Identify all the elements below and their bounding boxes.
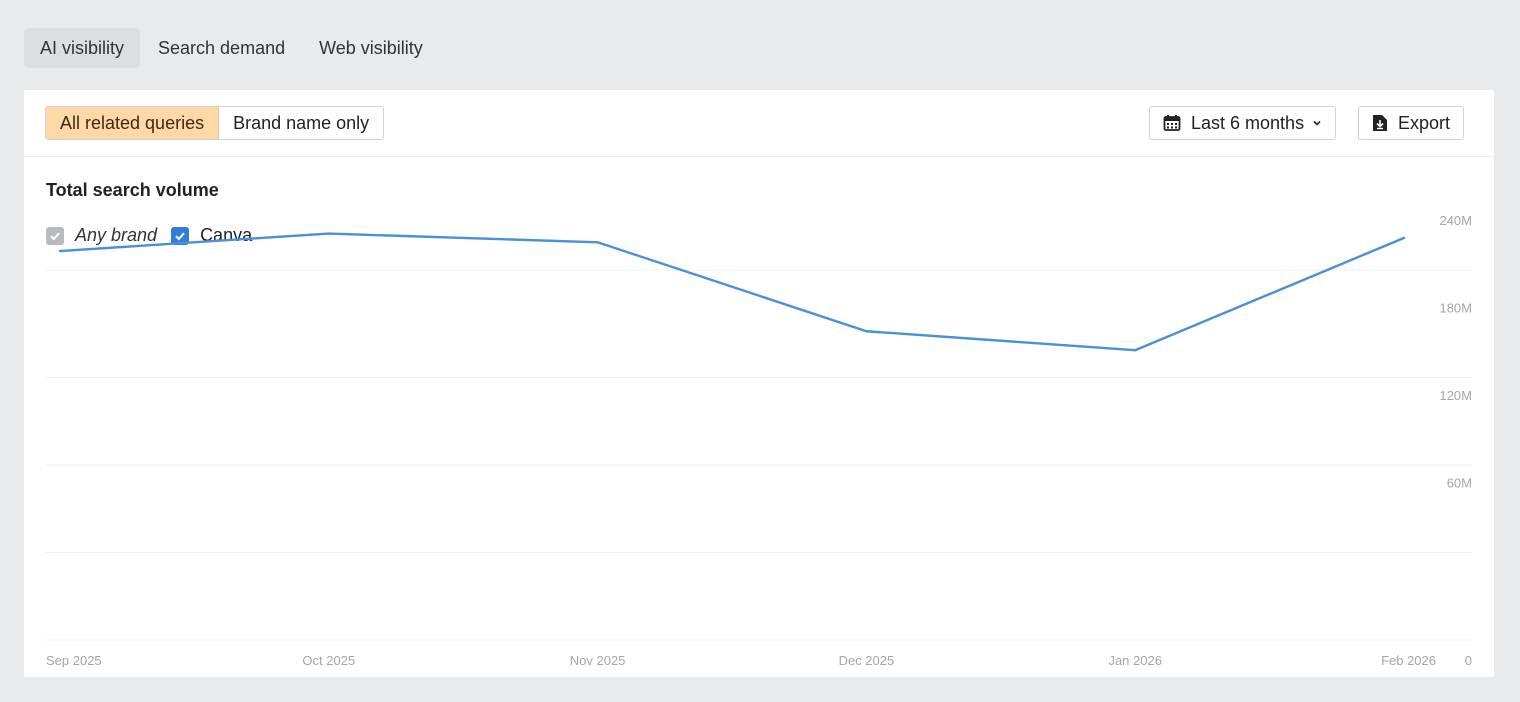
tab-search-demand[interactable]: Search demand [158,37,286,58]
tab-web-visibility[interactable]: Web visibility [319,37,423,58]
brand-name-only-button[interactable]: Brand name only [219,107,384,139]
legend-any-brand-label: Any brand [75,225,158,245]
data-point[interactable] [58,249,62,253]
tab-ai-visibility[interactable]: AI visibility [24,28,141,68]
query-scope-toggle: All related queries Brand name only [45,106,385,140]
export-button[interactable]: Export [1358,106,1465,140]
period-dropdown[interactable]: Last 6 months [1149,106,1337,140]
x-tick-label: Jan 2026 [1108,653,1162,668]
checkbox-checked-icon [171,226,190,245]
y-tick-label: 60M [1447,476,1472,491]
chart-title: Total search volume [46,180,219,200]
card-toolbar: All related queries Brand name only Last… [24,90,1494,157]
search-volume-card: All related queries Brand name only Last… [24,90,1494,677]
legend-any-brand[interactable]: Any brand [46,225,157,246]
period-label: Last 6 months [1191,112,1305,133]
y-tick-label: 240M [1439,213,1472,228]
y-tick-label: 120M [1439,388,1472,403]
x-tick-label: Dec 2025 [839,653,895,668]
chevron-down-icon [1312,118,1322,128]
search-volume-chart: 0 60M 120M 180M 240M Sep 2025 Oct 2025 Nov 202… [46,213,1472,668]
data-point[interactable] [1134,349,1137,352]
data-point[interactable] [1402,236,1406,240]
y-tick-label: 180M [1439,301,1472,316]
x-tick-label: Nov 2025 [570,653,626,668]
calendar-icon [1163,114,1181,132]
checkbox-checked-icon [46,226,64,245]
top-tab-bar: AI visibility Search demand Web visibili… [24,28,439,68]
all-related-queries-button[interactable]: All related queries [46,107,220,139]
x-tick-label: Sep 2025 [46,653,102,668]
export-file-icon [1372,114,1388,132]
data-point[interactable] [596,241,599,244]
export-label: Export [1398,112,1451,133]
data-point[interactable] [865,330,868,333]
x-tick-label: Oct 2025 [302,653,355,668]
y-tick-label: 0 [1465,653,1472,668]
data-point[interactable] [327,232,330,235]
x-tick-label: Feb 2026 [1381,653,1436,668]
series-line-canva [59,232,1405,352]
